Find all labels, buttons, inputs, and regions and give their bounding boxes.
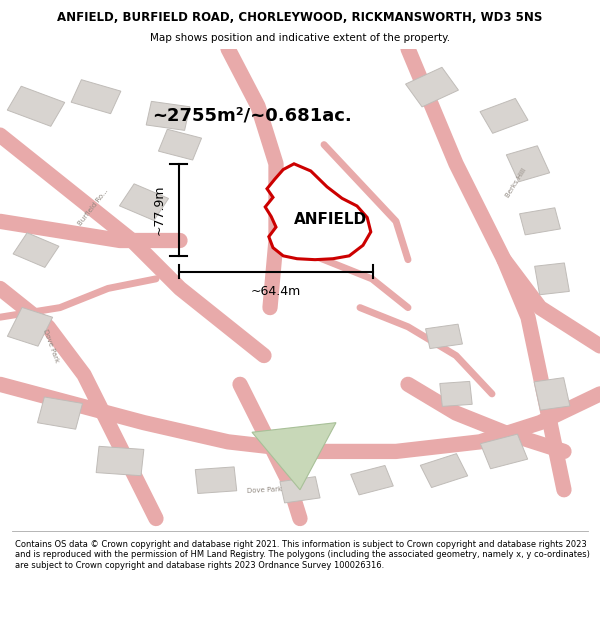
Polygon shape	[252, 422, 336, 490]
Text: Map shows position and indicative extent of the property.: Map shows position and indicative extent…	[150, 33, 450, 43]
Polygon shape	[351, 466, 393, 495]
Polygon shape	[13, 232, 59, 268]
Polygon shape	[520, 208, 560, 235]
Polygon shape	[146, 101, 190, 131]
Polygon shape	[7, 308, 53, 346]
Polygon shape	[425, 324, 463, 349]
Polygon shape	[7, 86, 65, 126]
Text: ~77.9m: ~77.9m	[153, 184, 166, 235]
Polygon shape	[280, 477, 320, 503]
Polygon shape	[96, 446, 144, 476]
Polygon shape	[406, 68, 458, 107]
Polygon shape	[480, 98, 528, 133]
Polygon shape	[119, 184, 169, 221]
Text: ANFIELD, BURFIELD ROAD, CHORLEYWOOD, RICKMANSWORTH, WD3 5NS: ANFIELD, BURFIELD ROAD, CHORLEYWOOD, RIC…	[58, 11, 542, 24]
Text: Dove Park: Dove Park	[42, 328, 60, 364]
Polygon shape	[534, 378, 570, 410]
Polygon shape	[506, 146, 550, 182]
Polygon shape	[421, 454, 467, 488]
Text: Burfield Ro...: Burfield Ro...	[77, 188, 109, 226]
Polygon shape	[265, 164, 371, 259]
Polygon shape	[195, 467, 237, 494]
Polygon shape	[158, 129, 202, 160]
Text: Contains OS data © Crown copyright and database right 2021. This information is : Contains OS data © Crown copyright and d…	[15, 540, 590, 569]
Text: Berks Hill: Berks Hill	[505, 168, 527, 199]
Polygon shape	[37, 397, 83, 429]
Polygon shape	[71, 79, 121, 114]
Polygon shape	[440, 381, 472, 406]
Text: ~64.4m: ~64.4m	[251, 285, 301, 298]
Text: Dove Park: Dove Park	[247, 486, 281, 494]
Text: ANFIELD: ANFIELD	[294, 213, 367, 228]
Text: ~2755m²/~0.681ac.: ~2755m²/~0.681ac.	[152, 107, 352, 125]
Polygon shape	[535, 263, 569, 295]
Polygon shape	[481, 434, 527, 469]
